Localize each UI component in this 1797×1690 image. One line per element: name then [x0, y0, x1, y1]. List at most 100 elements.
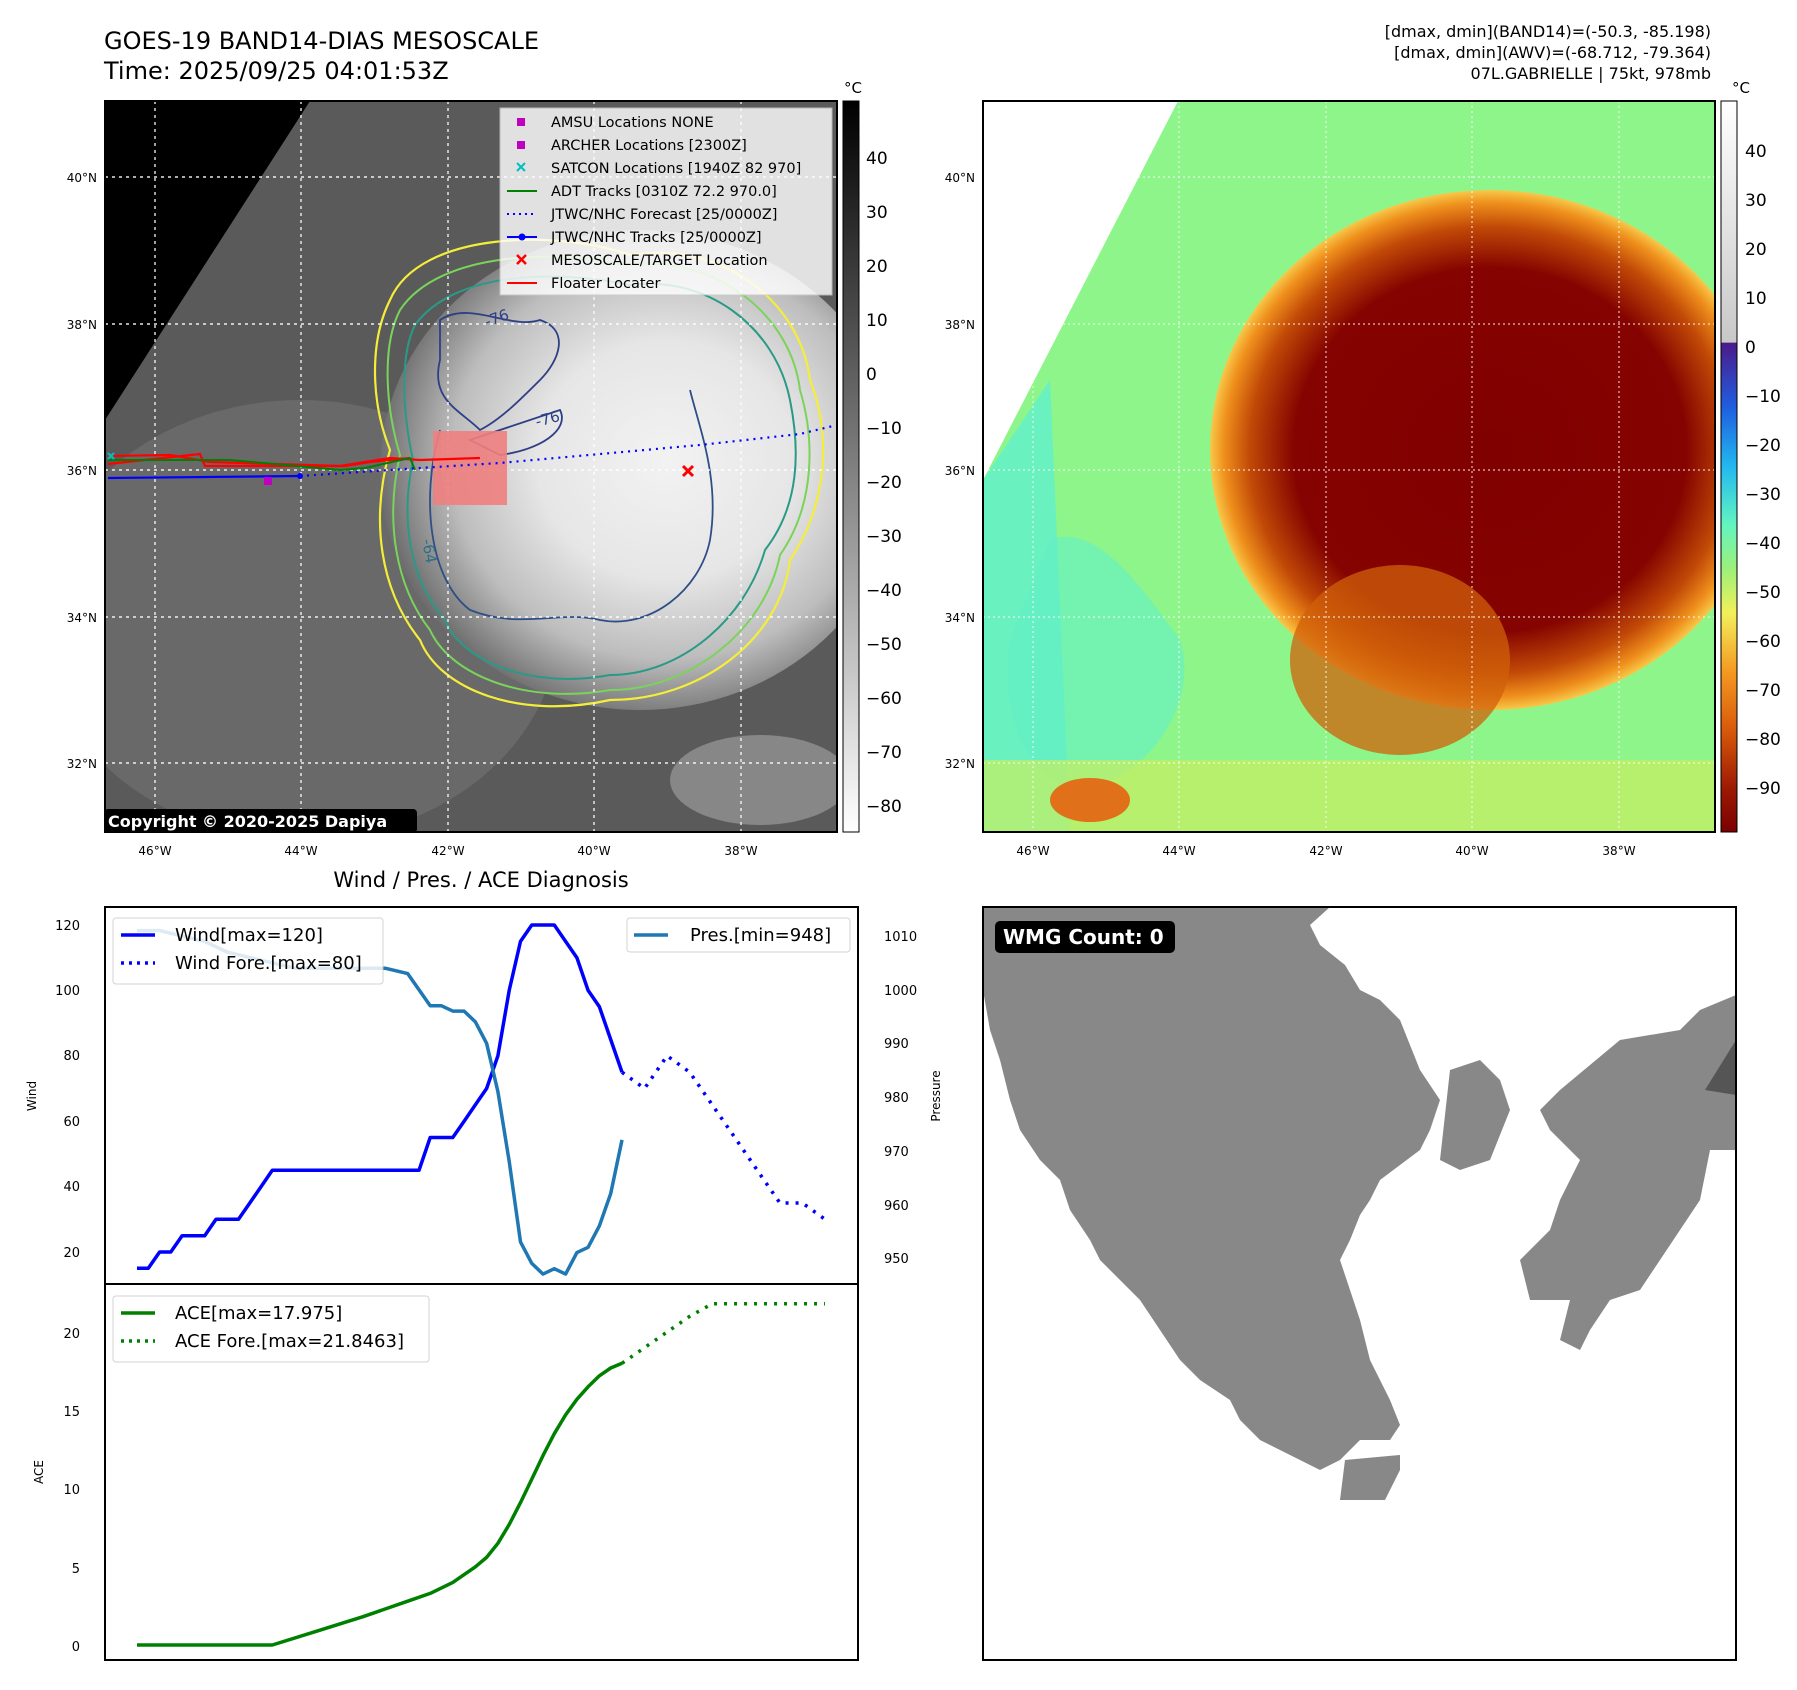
wind-tick: 100	[55, 984, 80, 999]
awv-gridlines	[983, 101, 1715, 832]
ir-lat-tick: 38°N	[67, 318, 97, 332]
legend-amsu: AMSU Locations NONE	[551, 115, 714, 131]
awv-map-panel	[983, 101, 1715, 832]
ir-lat-tick: 32°N	[67, 757, 97, 771]
cyclone-cloud-shield	[380, 230, 837, 710]
pressure-tick: 960	[884, 1199, 909, 1214]
ir-map-panel: -76 -76 -64	[105, 101, 837, 832]
awv-cbar-tick: 0	[1745, 338, 1756, 358]
ir-cbar-tick: −70	[866, 743, 902, 763]
awv-lat-tick: 40°N	[945, 171, 975, 185]
awv-lat-tick: 32°N	[945, 757, 975, 771]
pressure-tick: 950	[884, 1252, 909, 1267]
legend-archer: ARCHER Locations [2300Z]	[551, 138, 747, 154]
ir-cbar-tick: −60	[866, 689, 902, 709]
pressure-tick: 1010	[884, 930, 917, 945]
target-x-marker-icon	[516, 254, 527, 265]
copyright-badge	[105, 809, 417, 832]
ace-lines	[137, 1302, 825, 1647]
contour-label-3: -64	[418, 538, 440, 565]
awv-map-frame	[982, 100, 1716, 833]
ace-line	[137, 1361, 623, 1647]
ir-cbar-tick: 20	[866, 257, 888, 277]
awv-colorbar: °C 40 30 20 10 0 −10 −20 −30 −40 −50 −60…	[1720, 79, 1781, 833]
tracks-dot-icon	[518, 233, 526, 241]
awv-cell	[1050, 778, 1130, 822]
ir-cbar-tick: 40	[866, 149, 888, 169]
wind-ticks: 120 100 80 60 40 20	[55, 919, 80, 1261]
awv-lat-tick: 34°N	[945, 611, 975, 625]
wmg-region-right	[1520, 995, 1736, 1350]
awv-cbar-tick: 40	[1745, 142, 1767, 162]
jtwc-nhc-track	[107, 474, 301, 480]
ir-lat-tick: 34°N	[67, 611, 97, 625]
pressure-axis-label: Pressure	[929, 1070, 943, 1121]
awv-cbar-tick: 20	[1745, 240, 1767, 260]
no-data-region	[105, 101, 310, 420]
awv-lon-axis: 46°W 44°W 42°W 40°W 38°W	[1016, 844, 1635, 858]
stats-awv: [dmax, dmin](AWV)=(-68.712, -79.364)	[1394, 43, 1711, 62]
floater-box	[433, 431, 507, 505]
ace-tick: 0	[72, 1640, 80, 1655]
pressure-tick: 990	[884, 1037, 909, 1052]
satcon-location-marker	[107, 452, 115, 460]
awv-cbar-tick: −90	[1745, 779, 1781, 799]
archer-location-marker	[264, 477, 272, 485]
wind-tick: 40	[63, 1180, 80, 1195]
diagnosis-title: Wind / Pres. / ACE Diagnosis	[333, 868, 628, 892]
ir-cbar-tick: −50	[866, 635, 902, 655]
awv-lat-tick: 38°N	[945, 318, 975, 332]
ace-tick: 15	[63, 1405, 80, 1420]
contour-minus-76-b	[467, 408, 563, 456]
legend-satcon: SATCON Locations [1940Z 82 970]	[551, 161, 801, 177]
wmg-count-label: WMG Count: 0	[1003, 925, 1164, 949]
legend-adt: ADT Tracks [0310Z 72.2 970.0]	[551, 184, 777, 200]
pressure-legend: Pres.[min=948]	[626, 917, 851, 953]
ace-tick: 10	[63, 1483, 80, 1498]
ir-lon-tick: 46°W	[138, 844, 171, 858]
awv-colorbar-ticks: 40 30 20 10 0 −10 −20 −30 −40 −50 −60 −7…	[1745, 142, 1781, 799]
ir-colorbar-ticks: 40 30 20 10 0 −10 −20 −30 −40 −50 −60 −7…	[866, 149, 902, 817]
wind-legend: Wind[max=120] Wind Fore.[max=80]	[112, 917, 384, 985]
pressure-tick: 1000	[884, 984, 917, 999]
ace-ticks: 20 15 10 5 0	[63, 1327, 80, 1655]
ir-cbar-tick: 10	[866, 311, 888, 331]
wind-pressure-panel: Wind Pressure 120 100 80 60 40 20 1010 1…	[25, 906, 943, 1285]
awv-cbar-tick: −80	[1745, 730, 1781, 750]
awv-cbar-tick: −30	[1745, 485, 1781, 505]
pressure-legend-label: Pres.[min=948]	[690, 925, 831, 946]
wind-tick: 20	[63, 1246, 80, 1261]
cloud-band	[670, 735, 837, 825]
ace-axis-label: ACE	[32, 1460, 46, 1484]
ace-legend: ACE[max=17.975] ACE Fore.[max=21.8463]	[112, 1295, 430, 1363]
ir-lat-tick: 40°N	[67, 171, 97, 185]
wind-line	[137, 923, 624, 1271]
ir-cbar-tick: 0	[866, 365, 877, 385]
ir-map-legend: AMSU Locations NONE ARCHER Locations [23…	[499, 107, 833, 296]
wind-fore-legend-label: Wind Fore.[max=80]	[175, 953, 362, 974]
adt-track	[108, 456, 416, 472]
figure-time: Time: 2025/09/25 04:01:53Z	[104, 57, 449, 85]
awv-cbar-tick: −70	[1745, 681, 1781, 701]
awv-lat-axis: 40°N 38°N 36°N 34°N 32°N	[945, 171, 975, 771]
ace-panel: ACE 20 15 10 5 0 ACE[max=17.975] ACE For…	[32, 1283, 859, 1661]
pressure-tick: 980	[884, 1091, 909, 1106]
awv-no-data-region	[983, 101, 1178, 480]
awv-cbar-tick: 10	[1745, 289, 1767, 309]
target-location-marker	[681, 464, 695, 478]
legend-target: MESOSCALE/TARGET Location	[551, 253, 768, 269]
ir-cbar-tick: −20	[866, 473, 902, 493]
awv-outflow	[1290, 565, 1510, 755]
wmg-panel	[983, 907, 1736, 1660]
contour-minus-64	[429, 389, 714, 623]
awv-cold-cloud-top	[1210, 190, 1715, 710]
awv-lon-tick: 42°W	[1309, 844, 1342, 858]
floater-track-2	[107, 453, 481, 468]
awv-lon-tick: 40°W	[1455, 844, 1488, 858]
ace-tick: 20	[63, 1327, 80, 1342]
figure-title: GOES-19 BAND14-DIAS MESOSCALE	[104, 27, 540, 55]
contour-label-2: -76	[533, 407, 561, 431]
wind-axis-label: Wind	[25, 1081, 39, 1111]
wmg-region-small	[1440, 1060, 1510, 1170]
